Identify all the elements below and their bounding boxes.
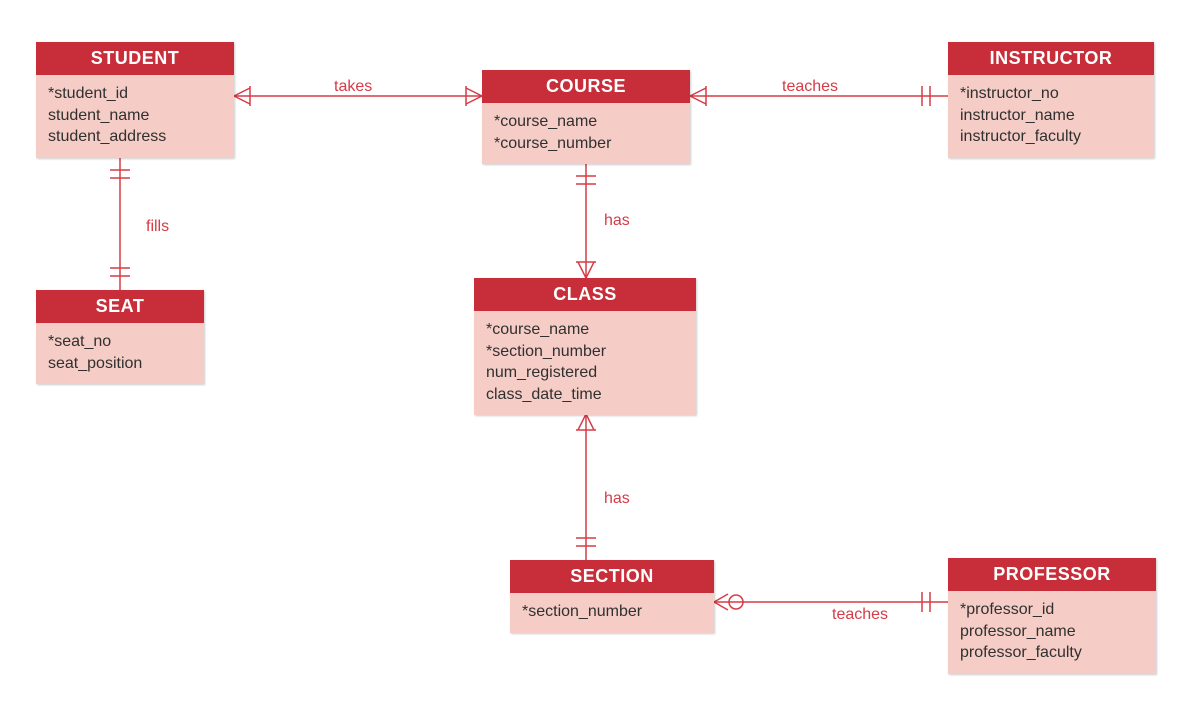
entity-student-title: STUDENT <box>36 42 234 75</box>
attr: instructor_faculty <box>960 126 1142 148</box>
attr: student_name <box>48 105 222 127</box>
entity-professor: PROFESSOR *professor_id professor_name p… <box>948 558 1156 674</box>
rel-label-fills: fills <box>146 218 169 236</box>
attr: *seat_no <box>48 331 192 353</box>
attr: *course_number <box>494 133 678 155</box>
entity-class-body: *course_name *section_number num_registe… <box>474 311 696 415</box>
attr: *course_name <box>486 319 684 341</box>
entity-course: COURSE *course_name *course_number <box>482 70 690 164</box>
attr: professor_faculty <box>960 642 1144 664</box>
entity-course-title: COURSE <box>482 70 690 103</box>
entity-professor-body: *professor_id professor_name professor_f… <box>948 591 1156 674</box>
rel-label-has-course-class: has <box>604 212 630 230</box>
attr: *instructor_no <box>960 83 1142 105</box>
entity-seat-title: SEAT <box>36 290 204 323</box>
rel-label-teaches-instructor: teaches <box>782 78 838 96</box>
attr: seat_position <box>48 353 192 375</box>
entity-section-title: SECTION <box>510 560 714 593</box>
rel-label-takes: takes <box>334 78 372 96</box>
entity-student: STUDENT *student_id student_name student… <box>36 42 234 158</box>
attr: *section_number <box>522 601 702 623</box>
attr: class_date_time <box>486 384 684 406</box>
attr: num_registered <box>486 362 684 384</box>
attr: student_address <box>48 126 222 148</box>
entity-class-title: CLASS <box>474 278 696 311</box>
entity-instructor-title: INSTRUCTOR <box>948 42 1154 75</box>
entity-section-body: *section_number <box>510 593 714 633</box>
attr: *student_id <box>48 83 222 105</box>
entity-instructor: INSTRUCTOR *instructor_no instructor_nam… <box>948 42 1154 158</box>
entity-course-body: *course_name *course_number <box>482 103 690 164</box>
entity-section: SECTION *section_number <box>510 560 714 633</box>
entity-professor-title: PROFESSOR <box>948 558 1156 591</box>
attr: *section_number <box>486 341 684 363</box>
entity-class: CLASS *course_name *section_number num_r… <box>474 278 696 415</box>
entity-seat: SEAT *seat_no seat_position <box>36 290 204 384</box>
entity-instructor-body: *instructor_no instructor_name instructo… <box>948 75 1154 158</box>
attr: professor_name <box>960 621 1144 643</box>
attr: *professor_id <box>960 599 1144 621</box>
entity-student-body: *student_id student_name student_address <box>36 75 234 158</box>
attr: instructor_name <box>960 105 1142 127</box>
rel-label-teaches-professor: teaches <box>832 606 888 624</box>
entity-seat-body: *seat_no seat_position <box>36 323 204 384</box>
rel-label-has-class-section: has <box>604 490 630 508</box>
attr: *course_name <box>494 111 678 133</box>
